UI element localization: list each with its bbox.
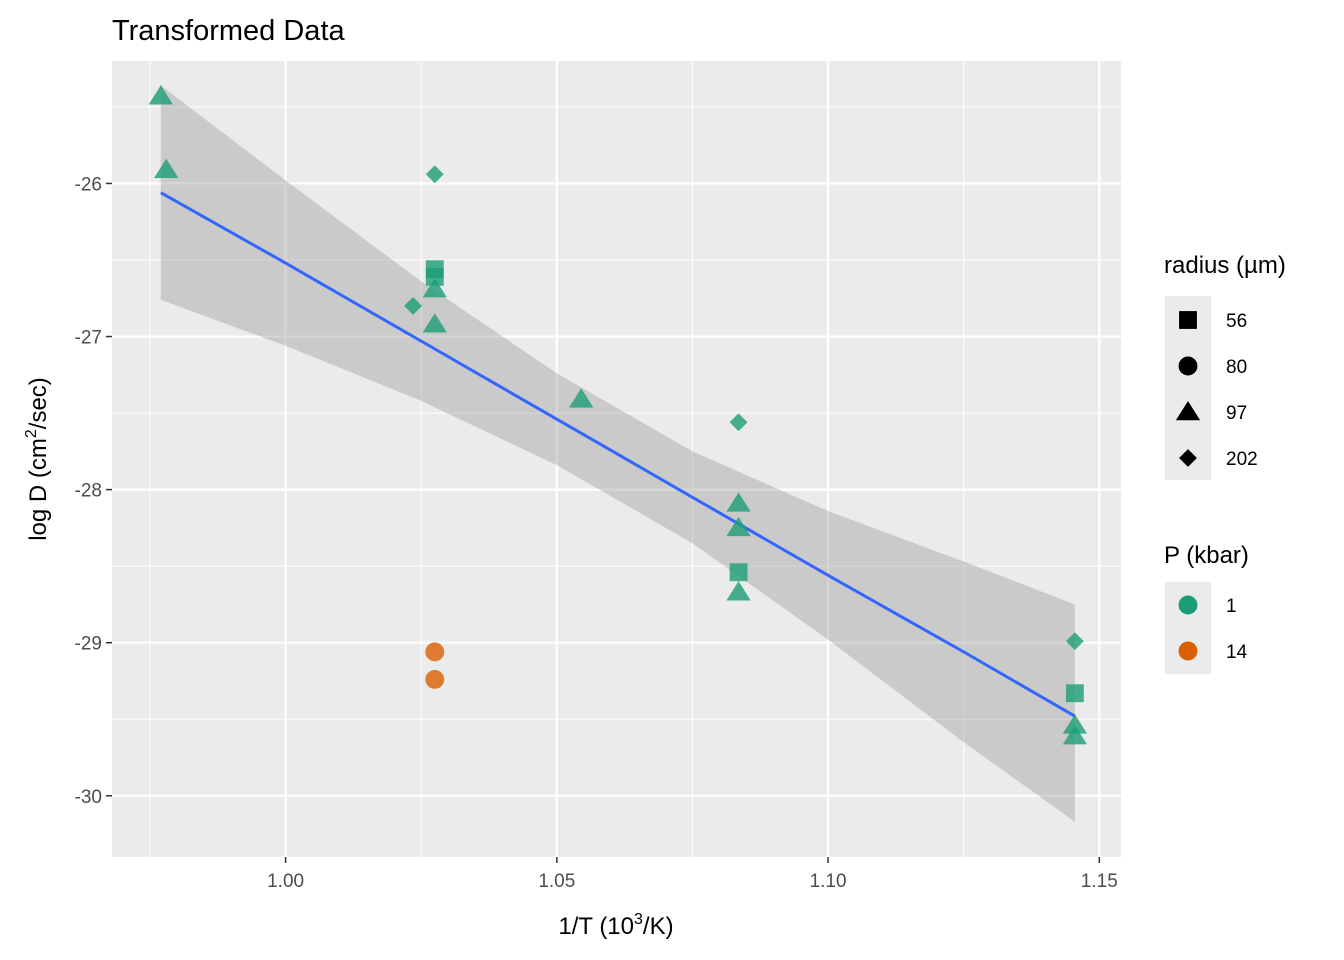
x-title-tail: K): [650, 913, 674, 940]
data-point: [425, 669, 445, 689]
points-layer: [148, 85, 1088, 745]
data-point: [425, 267, 444, 286]
legend-pressure: P (kbar) 1 14: [1164, 542, 1249, 674]
legend-radius-keys: 56 80 97 202: [1175, 311, 1258, 470]
data-point: [1065, 632, 1084, 651]
y-tick-label: -30: [75, 787, 102, 808]
x-axis-title: 1/T (103/K): [558, 911, 673, 940]
data-point: [569, 388, 594, 408]
x-title-sep1: /: [572, 913, 579, 940]
legend-radius: radius (µm) 56 80 97 202: [1164, 252, 1286, 480]
data-point: [729, 563, 748, 582]
data-point: [425, 165, 444, 184]
legend-radius-label: 97: [1226, 403, 1247, 424]
data-point: [726, 581, 751, 601]
y-axis-title: log D (cm2/sec): [23, 377, 52, 541]
data-point: [726, 516, 751, 537]
x-tick-label: 1.05: [538, 871, 575, 892]
x-axis-ticks: 1.00 1.05 1.10 1.15: [267, 857, 1118, 892]
y-title-tail: sec): [25, 377, 52, 422]
data-point: [148, 85, 173, 105]
legend-pressure-key-1: [1178, 595, 1198, 615]
data-point: [1062, 714, 1088, 734]
legend-pressure-keys: 1 14: [1178, 595, 1248, 663]
x-title-lead: 1: [558, 913, 571, 940]
y-tick-label: -26: [75, 174, 102, 195]
data-point: [1062, 725, 1088, 745]
data-point: [422, 278, 447, 298]
x-tick-label: 1.10: [810, 871, 847, 892]
legend-radius-key-56: [1179, 311, 1197, 329]
legend-radius-label: 202: [1226, 449, 1258, 470]
data-point: [425, 642, 445, 662]
legend-radius-key-202: [1179, 449, 1197, 467]
legend-pressure-label: 14: [1226, 642, 1248, 663]
legend-radius-title: radius (µm): [1164, 252, 1286, 279]
plot-panel: [112, 61, 1121, 857]
fit-line-layer: [160, 191, 1076, 718]
y-title-sup: 2: [23, 429, 40, 438]
chart-title: Transformed Data: [112, 15, 345, 47]
x-title-sup: 3: [634, 911, 643, 928]
y-tick-label: -28: [75, 481, 102, 502]
major-grid: [112, 61, 1121, 857]
y-title-sep: /: [25, 422, 52, 429]
legend-pressure-title: P (kbar): [1164, 542, 1249, 569]
data-point: [154, 158, 179, 178]
data-point: [422, 313, 447, 333]
data-point: [729, 413, 748, 432]
y-title-lead: log D (cm: [25, 438, 52, 541]
data-point: [726, 492, 751, 512]
x-title-mid: T (10: [578, 913, 634, 940]
legend-radius-label: 80: [1226, 357, 1247, 378]
legend-pressure-label: 1: [1226, 596, 1237, 617]
legend-radius-key-80: [1178, 356, 1198, 376]
y-tick-label: -27: [75, 328, 102, 349]
x-tick-label: 1.00: [267, 871, 304, 892]
y-tick-label: -29: [75, 634, 102, 655]
x-title-sep2: /: [643, 913, 650, 940]
legend-pressure-key-14: [1178, 641, 1198, 661]
y-axis-ticks: -30 -29 -28 -27 -26: [75, 174, 112, 808]
legend-radius-key-97: [1175, 400, 1201, 421]
x-tick-label: 1.15: [1081, 871, 1118, 892]
data-point: [1065, 684, 1084, 703]
legend-radius-label: 56: [1226, 311, 1247, 332]
fit-line: [160, 191, 1076, 718]
data-point: [404, 296, 422, 315]
